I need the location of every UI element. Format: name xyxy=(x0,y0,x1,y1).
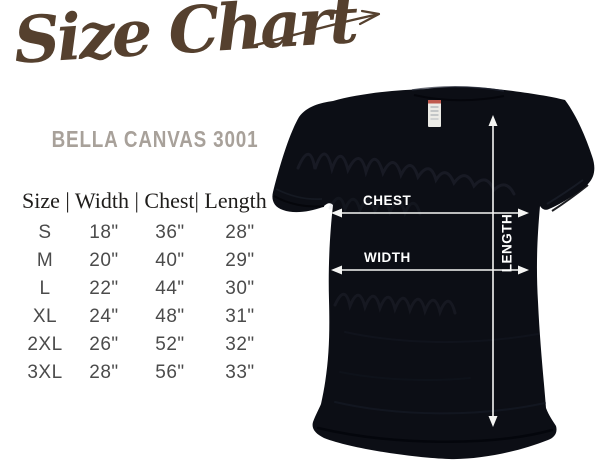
cell-chest: 40" xyxy=(155,250,185,271)
width-arrowhead-right xyxy=(518,265,529,275)
right-cuff-line xyxy=(551,184,589,212)
neck-tag xyxy=(428,100,441,127)
cell-length: 30" xyxy=(225,278,255,299)
length-arrowhead-top xyxy=(488,115,498,126)
cell-length: 29" xyxy=(225,250,255,271)
cell-width: 20" xyxy=(89,250,119,271)
chest-label: CHEST xyxy=(363,193,412,208)
watermark-texture xyxy=(296,152,516,317)
cell-size: M xyxy=(36,250,54,271)
cell-size: XL xyxy=(32,306,58,327)
cell-length: 32" xyxy=(225,334,255,355)
collar-top-highlight xyxy=(411,86,505,92)
cell-chest: 44" xyxy=(155,278,185,299)
cell-chest: 36" xyxy=(155,222,185,243)
length-arrowhead-bottom xyxy=(488,416,498,427)
cell-length: 31" xyxy=(225,306,255,327)
product-subtitle: BELLA CANVAS 3001 xyxy=(51,126,259,152)
cell-width: 18" xyxy=(89,222,119,243)
page-title: Size Chart xyxy=(11,0,358,79)
chest-arrowhead-right xyxy=(518,208,529,218)
cell-length: 28" xyxy=(225,222,255,243)
width-label: WIDTH xyxy=(364,250,411,265)
collar-inner-line xyxy=(413,94,505,102)
chest-arrowhead-left xyxy=(331,208,342,218)
cell-length: 33" xyxy=(225,362,255,383)
cell-width: 22" xyxy=(89,278,119,299)
width-arrowhead-left xyxy=(331,265,342,275)
cell-chest: 48" xyxy=(155,306,185,327)
cell-width: 26" xyxy=(89,334,119,355)
cell-size: L xyxy=(39,278,51,299)
right-cuff-highlight xyxy=(546,179,584,205)
tshirt-photo xyxy=(272,86,595,460)
cell-size: 2XL xyxy=(27,334,63,355)
cell-chest: 52" xyxy=(155,334,185,355)
fabric-wrinkles xyxy=(316,331,554,443)
size-table-header: Size | Width | Chest| Length xyxy=(22,188,267,213)
cell-width: 24" xyxy=(89,306,119,327)
cell-width: 28" xyxy=(89,362,119,383)
size-table: S 18" 36" 28" M 20" 40" 29" L 22" 44" 30… xyxy=(18,219,276,387)
tshirt-body xyxy=(272,86,595,460)
cell-chest: 56" xyxy=(155,362,185,383)
length-label: LENGTH xyxy=(500,214,515,273)
measurement-overlay: CHEST WIDTH LENGTH xyxy=(331,115,529,427)
cell-size: 3XL xyxy=(27,362,63,383)
cell-size: S xyxy=(38,222,52,243)
